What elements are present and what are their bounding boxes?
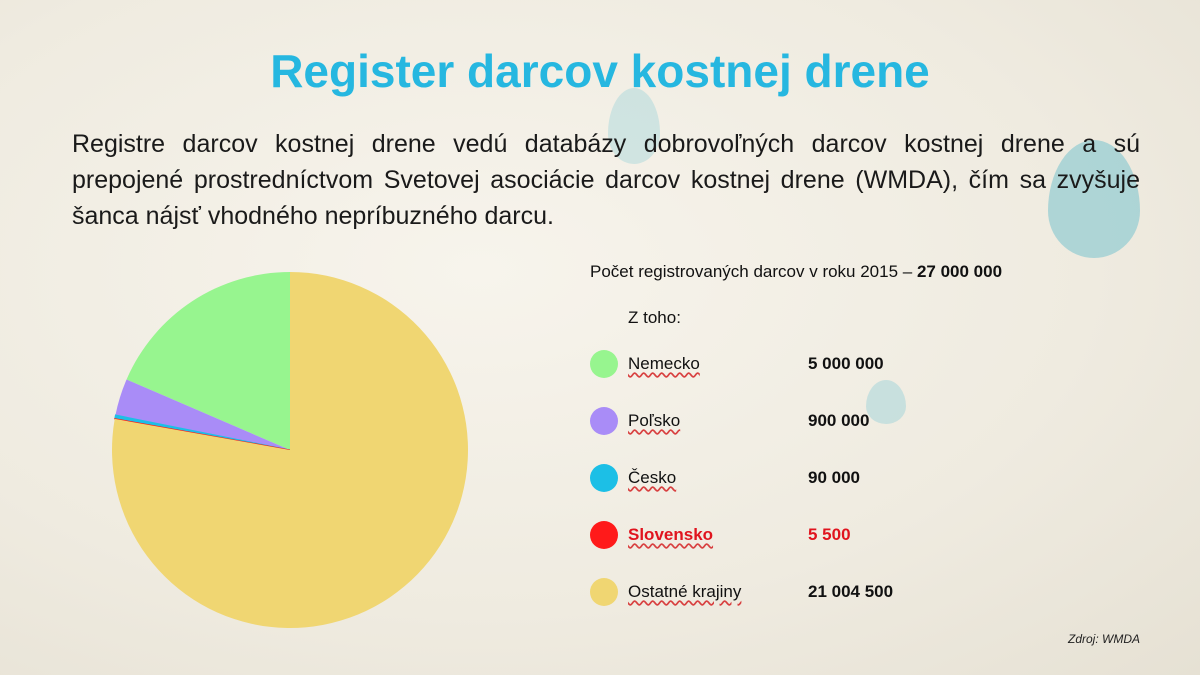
slide-title: Register darcov kostnej drene	[270, 45, 930, 97]
legend-swatch	[590, 464, 618, 492]
pie-chart	[112, 272, 469, 628]
legend-item: Ostatné krajiny 21 004 500	[590, 574, 1010, 631]
total-value: 27 000 000	[916, 262, 1003, 281]
legend-label: Nemecko	[628, 354, 700, 373]
legend-swatch	[590, 407, 618, 435]
water-drop-decoration	[608, 88, 660, 164]
legend-label: Česko	[628, 468, 677, 487]
pie-slice-nemecko	[126, 272, 291, 450]
legend-value: 5 000 000	[808, 354, 884, 373]
legend-swatch	[590, 578, 618, 606]
legend-item: Poľsko 900 000	[590, 403, 1010, 460]
intro-paragraph: Registre darcov kostnej drene vedú datab…	[72, 130, 1140, 230]
breakdown-heading: Z toho:	[628, 308, 681, 327]
legend: Nemecko 5 000 000 Poľsko 900 000 Česko 90 000…	[590, 346, 1010, 631]
pie-slice-slovensko	[114, 418, 291, 451]
legend-label: Ostatné krajiny	[628, 582, 742, 601]
legend-value: 900 000	[808, 411, 870, 430]
source-note: Zdroj: WMDA	[1068, 632, 1140, 646]
legend-label: Poľsko	[628, 411, 681, 430]
legend-label: Slovensko	[628, 525, 714, 544]
legend-value: 90 000	[808, 468, 860, 487]
total-label: Počet registrovaných darcov v roku 2015 …	[590, 262, 917, 281]
legend-item: Slovensko 5 500	[590, 517, 1010, 574]
legend-item: Nemecko 5 000 000	[590, 346, 1010, 403]
pie-slice-ostatné-krajiny	[112, 272, 469, 628]
total-donors: Počet registrovaných darcov v roku 2015 …	[590, 262, 1002, 282]
pie-slice-poľsko	[115, 379, 290, 450]
water-drop-decoration	[866, 380, 906, 424]
legend-swatch	[590, 521, 618, 549]
legend-swatch	[590, 350, 618, 378]
legend-item: Česko 90 000	[590, 460, 1010, 517]
water-drop-decoration	[1048, 140, 1140, 258]
legend-value: 21 004 500	[808, 582, 894, 601]
legend-value: 5 500	[808, 525, 851, 544]
